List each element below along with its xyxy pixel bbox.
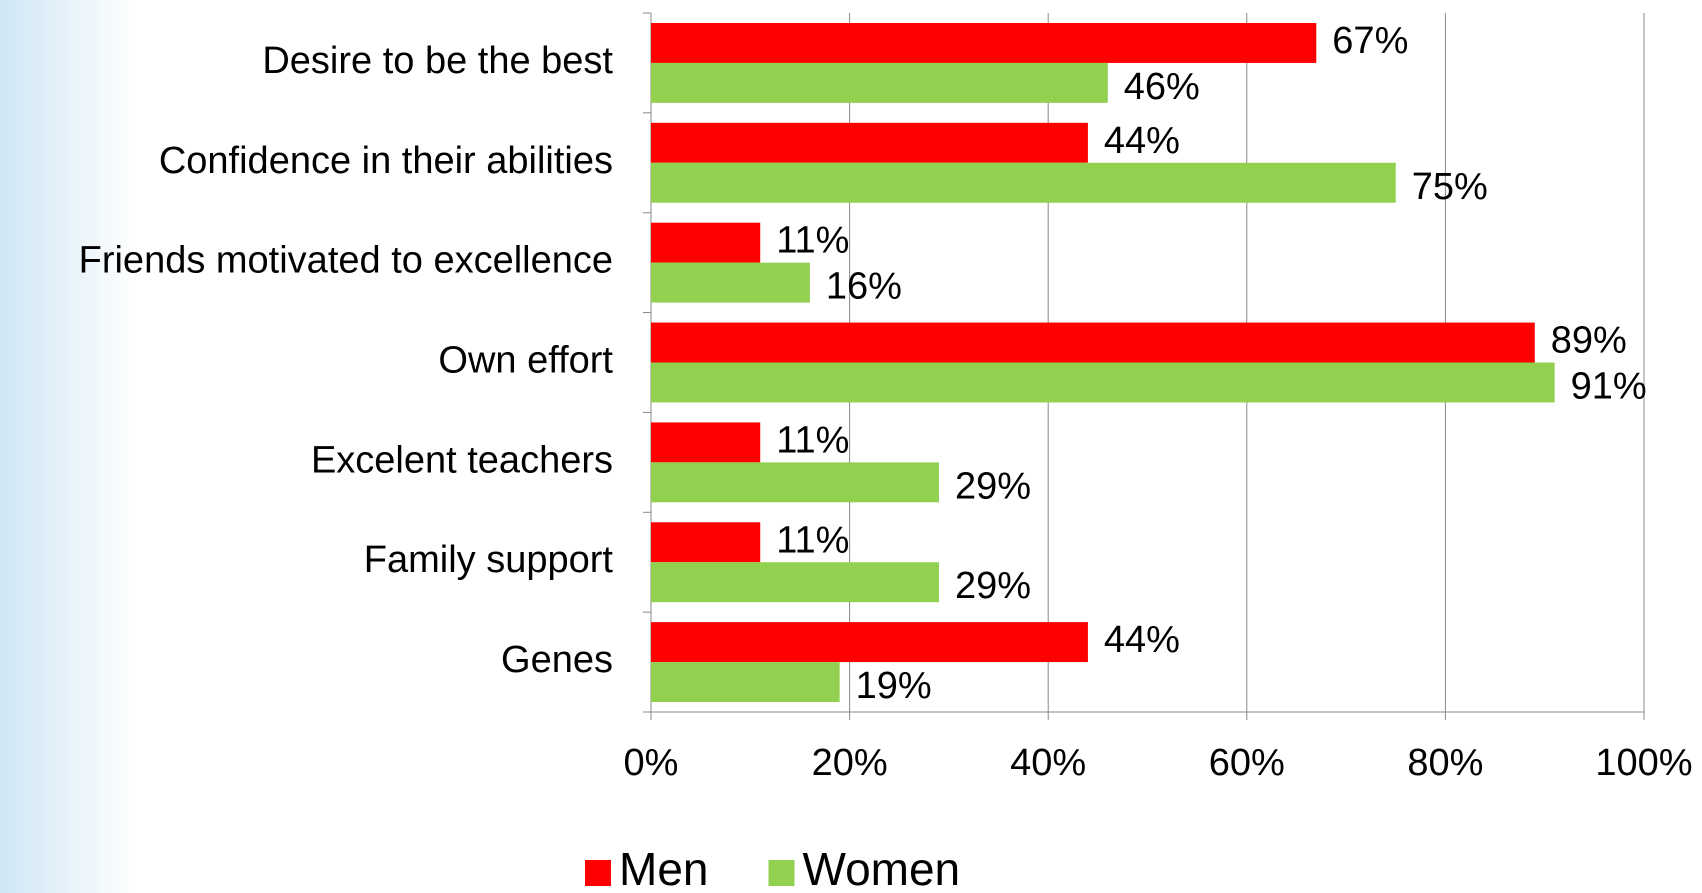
legend-swatch (768, 860, 794, 886)
legend-swatch (585, 860, 611, 886)
value-label: 89% (1551, 320, 1627, 362)
y-tick-label: Confidence in their abilities (159, 140, 613, 182)
value-label: 44% (1104, 619, 1180, 661)
x-tick-label: 0% (624, 742, 679, 784)
bar (651, 462, 939, 502)
legend-label: Men (619, 843, 708, 893)
bar (651, 323, 1535, 363)
x-tick-label: 100% (1595, 742, 1692, 784)
bar (651, 223, 760, 263)
bar (651, 363, 1555, 403)
value-label: 44% (1104, 120, 1180, 162)
y-tick-label: Friends motivated to excellence (79, 240, 613, 282)
chart: 0% 20% 40% 60% 80% 100% Desire to be the best 6… (0, 0, 1702, 893)
y-tick-label: Genes (501, 639, 613, 681)
value-label: 46% (1124, 66, 1200, 108)
value-label: 16% (826, 266, 902, 308)
x-tick-label: 20% (812, 742, 888, 784)
x-tick-label: 80% (1407, 742, 1483, 784)
value-label: 29% (955, 565, 1031, 607)
value-label: 11% (776, 519, 849, 561)
bar (651, 662, 840, 702)
bar (651, 123, 1088, 163)
bar (651, 422, 760, 462)
bar (651, 562, 939, 602)
legend-label: Women (802, 843, 960, 893)
bar (651, 622, 1088, 662)
y-tick-label: Family support (364, 539, 614, 581)
value-label: 11% (776, 220, 849, 262)
x-tick-label: 60% (1209, 742, 1285, 784)
y-tick-label: Own effort (438, 340, 613, 382)
y-tick-label: Excelent teachers (311, 439, 613, 481)
bar (651, 163, 1396, 203)
value-label: 91% (1571, 366, 1647, 408)
value-label: 11% (776, 419, 849, 461)
value-label: 19% (856, 665, 932, 707)
bar (651, 522, 760, 562)
value-label: 67% (1332, 20, 1408, 62)
y-tick-label: Desire to be the best (262, 40, 613, 82)
bar (651, 263, 810, 303)
value-label: 29% (955, 465, 1031, 507)
x-tick-label: 40% (1010, 742, 1086, 784)
bar (651, 23, 1316, 63)
bar (651, 63, 1108, 103)
value-label: 75% (1412, 166, 1488, 208)
